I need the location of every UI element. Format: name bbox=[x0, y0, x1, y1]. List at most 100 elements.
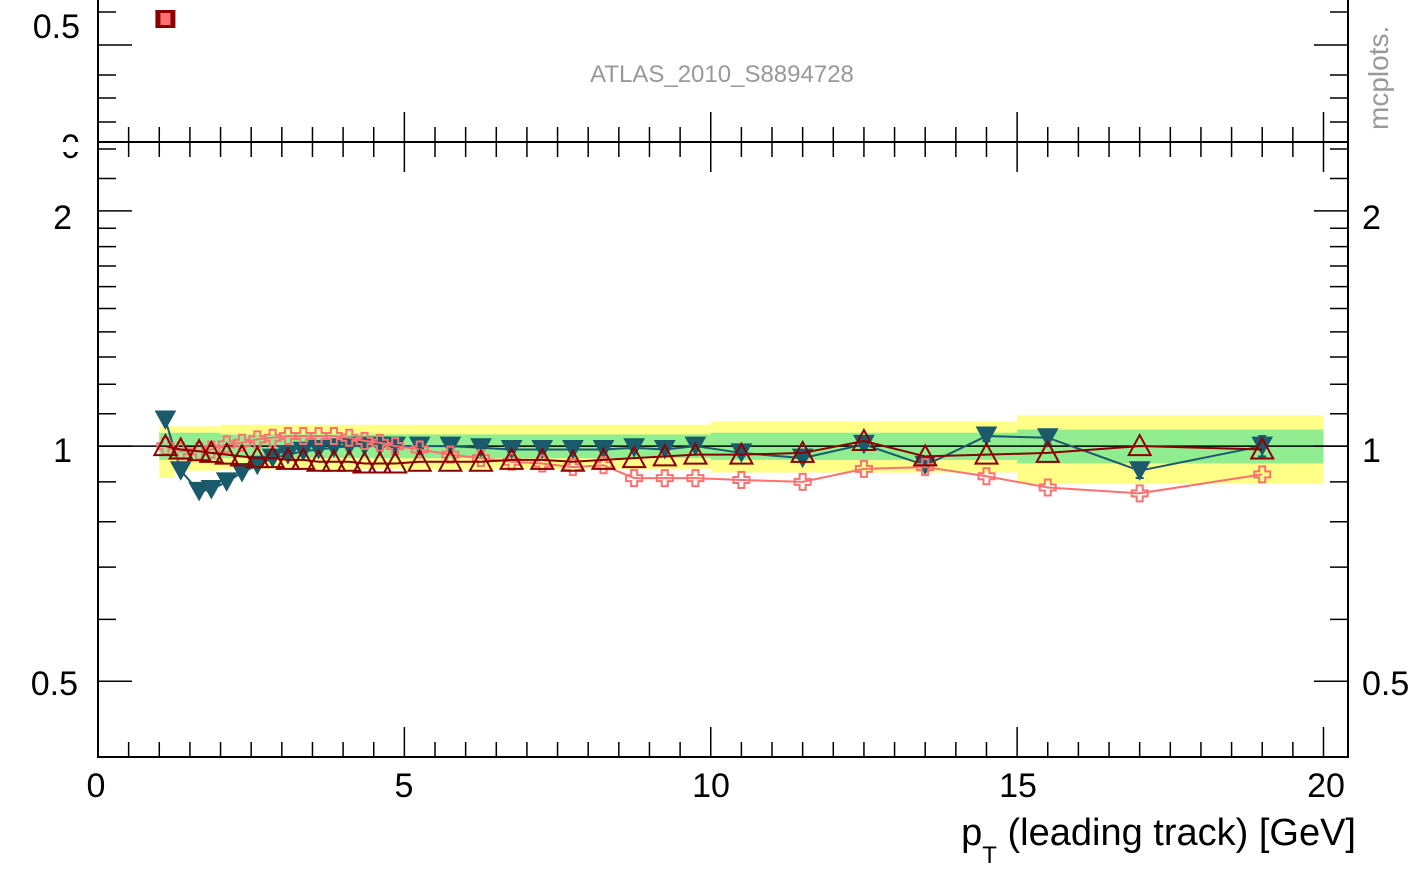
series-1-point-9 bbox=[294, 427, 313, 446]
series-1-point-10 bbox=[309, 427, 328, 446]
series-1-point-27 bbox=[793, 472, 812, 491]
x-tick-label-15: 15 bbox=[999, 767, 1037, 805]
ratio-panel: 2 1 0.5 2 1 0.5 0 5 10 15 20 pT (leading… bbox=[31, 112, 1409, 869]
series-layer bbox=[152, 410, 1275, 503]
ratio-y-tick-label-2-right: 2 bbox=[1362, 199, 1381, 237]
series-2-point-19 bbox=[498, 446, 525, 470]
series-1-point-15 bbox=[386, 437, 405, 456]
series-2-point-6 bbox=[244, 445, 271, 469]
series-1-point-33 bbox=[1253, 465, 1272, 484]
series-1-point-11 bbox=[324, 427, 343, 446]
series-0-point-0 bbox=[154, 410, 177, 430]
series-2-point-30 bbox=[973, 441, 1000, 465]
series-2-point-8 bbox=[275, 446, 301, 470]
x-axis-ticks bbox=[97, 112, 1325, 757]
x-tick-label-10: 10 bbox=[692, 767, 730, 805]
upper-panel: 0.5 0 ATLAS_2010_S8894728 bbox=[33, 0, 1349, 166]
series-0-line bbox=[164, 419, 1263, 493]
series-1-point-25 bbox=[686, 469, 705, 488]
series-2-point-9 bbox=[290, 446, 316, 470]
reference-label: ATLAS_2010_S8894728 bbox=[590, 61, 854, 88]
series-2-point-32 bbox=[1126, 432, 1153, 457]
ratio-y-tick-label-2-left: 2 bbox=[53, 199, 72, 237]
upper-marker-cross bbox=[160, 13, 171, 25]
series-0-point-18 bbox=[470, 438, 492, 458]
series-2-point-15 bbox=[382, 450, 408, 474]
x-axis-title: pT (leading track) [GeV] bbox=[961, 812, 1356, 869]
x-axis-title-rest: (leading track) [GeV] bbox=[997, 812, 1356, 854]
series-2-point-28 bbox=[851, 427, 877, 452]
series-2-point-17 bbox=[437, 448, 464, 472]
series-2-point-11 bbox=[321, 448, 347, 472]
series-2-point-33 bbox=[1249, 436, 1275, 460]
x-tick-label-0: 0 bbox=[87, 767, 106, 805]
series-1-point-28 bbox=[854, 459, 873, 478]
series-1-point-32 bbox=[1130, 484, 1149, 503]
upper-data-marker bbox=[155, 10, 176, 28]
series-2-point-7 bbox=[259, 445, 286, 469]
series-2-point-25 bbox=[682, 441, 709, 465]
series-2-point-18 bbox=[468, 448, 494, 472]
series-1-point-30 bbox=[977, 467, 996, 486]
upper-y-tick-label-0.5: 0.5 bbox=[33, 8, 80, 46]
series-2-point-10 bbox=[305, 448, 332, 472]
series-1-point-12 bbox=[340, 428, 359, 447]
series-2-point-1 bbox=[168, 436, 194, 460]
series-2-point-24 bbox=[652, 443, 678, 467]
x-tick-label-5: 5 bbox=[395, 767, 414, 805]
ratio-y-tick-label-1-left: 1 bbox=[53, 432, 72, 470]
series-2-point-26 bbox=[728, 441, 755, 465]
x-axis-title-sub: T bbox=[982, 842, 997, 869]
ratio-y-tick-label-0.5-left: 0.5 bbox=[31, 665, 78, 703]
series-2-point-13 bbox=[351, 450, 378, 474]
series-2-point-2 bbox=[186, 438, 212, 462]
series-0-point-32 bbox=[1128, 461, 1151, 481]
series-0-point-24 bbox=[653, 439, 676, 460]
series-0-point-8 bbox=[277, 445, 299, 465]
series-2-point-5 bbox=[229, 443, 255, 467]
series-1-point-31 bbox=[1038, 478, 1057, 497]
series-2-point-16 bbox=[406, 448, 433, 472]
series-1-point-13 bbox=[355, 432, 374, 451]
series-1-point-24 bbox=[655, 469, 674, 488]
series-0-point-30 bbox=[975, 426, 998, 447]
x-axis-title-main: p bbox=[961, 812, 982, 854]
series-1-point-7 bbox=[263, 428, 282, 447]
ratio-y-tick-label-0.5-right: 0.5 bbox=[1362, 665, 1409, 703]
series-1-point-0 bbox=[156, 437, 175, 456]
upper-y-ticks bbox=[98, 11, 1348, 123]
series-2-point-22 bbox=[590, 446, 617, 470]
series-0-point-25 bbox=[684, 436, 707, 457]
watermark: mcplots. bbox=[1363, 26, 1394, 130]
series-2-point-23 bbox=[621, 445, 647, 469]
series-2-point-31 bbox=[1035, 439, 1061, 463]
series-2-point-12 bbox=[336, 448, 362, 472]
series-1-point-26 bbox=[732, 470, 751, 489]
series-2-point-29 bbox=[912, 443, 938, 467]
series-0-point-4 bbox=[215, 472, 238, 492]
svg-text:pT (leading track) [GeV]: pT (leading track) [GeV] bbox=[961, 812, 1356, 869]
series-2-point-21 bbox=[560, 448, 586, 472]
series-0-point-3 bbox=[200, 479, 223, 500]
series-1-point-23 bbox=[625, 469, 644, 488]
series-0-point-2 bbox=[188, 481, 210, 502]
ratio-y-tick-label-1-right: 1 bbox=[1362, 432, 1381, 470]
series-0-point-1 bbox=[169, 461, 192, 481]
series-2-point-3 bbox=[198, 439, 225, 463]
series-1-point-8 bbox=[278, 427, 297, 446]
series-1-point-4 bbox=[217, 435, 236, 454]
series-2-point-20 bbox=[529, 446, 555, 470]
x-tick-label-20: 20 bbox=[1307, 767, 1345, 805]
series-0-point-31 bbox=[1036, 428, 1059, 448]
series-1-point-6 bbox=[248, 430, 267, 449]
series-0-point-9 bbox=[292, 441, 315, 462]
ratio-ticks bbox=[98, 148, 1348, 758]
series-2-point-0 bbox=[152, 432, 179, 457]
series-2-point-27 bbox=[789, 439, 816, 463]
series-1-point-29 bbox=[916, 458, 935, 477]
series-2-point-14 bbox=[367, 450, 393, 474]
series-0-point-11 bbox=[323, 438, 345, 458]
series-2-point-4 bbox=[213, 441, 240, 465]
series-1-point-14 bbox=[370, 433, 389, 452]
